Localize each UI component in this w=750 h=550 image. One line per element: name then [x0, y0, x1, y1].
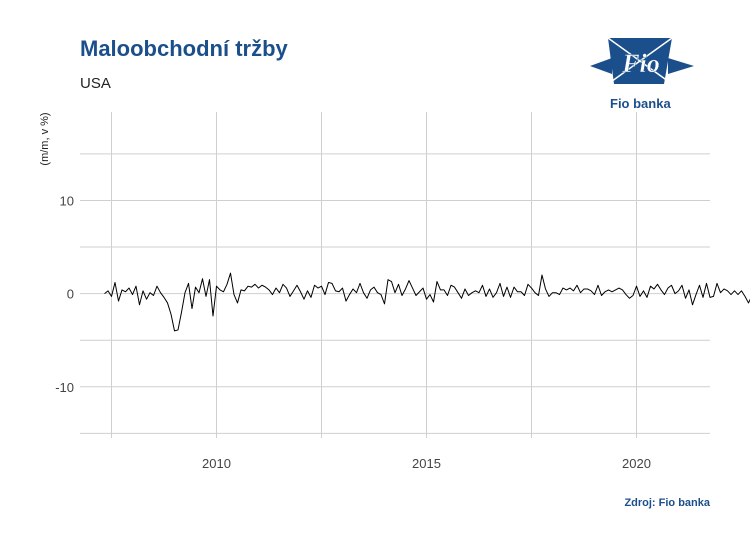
x-tick-label: 2015	[412, 456, 441, 471]
x-tick-label: 2020	[622, 456, 651, 471]
logo-left-wing	[590, 58, 612, 74]
fio-logo-icon: Fio	[590, 37, 694, 85]
y-tick-label: 0	[67, 287, 74, 302]
source-note: Zdroj: Fio banka	[624, 497, 710, 509]
y-tick-label: -10	[55, 380, 74, 395]
series-group	[104, 272, 750, 332]
y-axis-label: (m/m, v %)	[39, 112, 51, 165]
grid-lines	[80, 112, 710, 438]
x-tick-label: 2010	[202, 456, 231, 471]
axis-ticks: 2010 2015 2020 -10 0 10	[55, 193, 651, 471]
retail-sales-line	[104, 272, 750, 332]
logo-right-wing	[668, 58, 694, 74]
chart-subtitle: USA	[80, 75, 111, 92]
chart-title: Maloobchodní tržby	[80, 36, 288, 61]
logo-diagonal-2	[607, 37, 673, 85]
y-tick-label: 10	[60, 193, 74, 208]
logo-mark-text: Fio	[621, 49, 660, 78]
logo-caption: Fio banka	[610, 96, 671, 111]
